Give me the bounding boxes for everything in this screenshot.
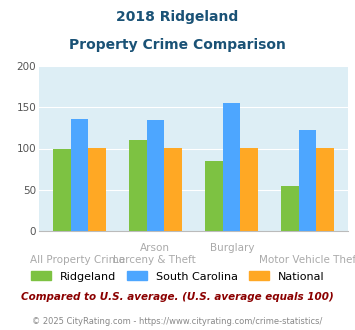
Text: Compared to U.S. average. (U.S. average equals 100): Compared to U.S. average. (U.S. average …	[21, 292, 334, 302]
Bar	[299, 129, 316, 231]
Text: Larceny & Theft: Larceny & Theft	[114, 255, 196, 265]
Bar	[164, 148, 182, 231]
Text: Motor Vehicle Theft: Motor Vehicle Theft	[259, 255, 355, 265]
Text: Arson: Arson	[140, 243, 170, 252]
Text: © 2025 CityRating.com - https://www.cityrating.com/crime-statistics/: © 2025 CityRating.com - https://www.city…	[32, 317, 323, 326]
Bar	[282, 185, 299, 231]
Bar	[71, 119, 88, 231]
Bar	[205, 161, 223, 231]
Bar	[88, 148, 105, 231]
Bar	[316, 148, 334, 231]
Bar	[147, 120, 164, 231]
Bar	[223, 103, 240, 231]
Text: All Property Crime: All Property Crime	[30, 255, 125, 265]
Bar	[53, 148, 71, 231]
Text: 2018 Ridgeland: 2018 Ridgeland	[116, 10, 239, 24]
Bar	[240, 148, 258, 231]
Legend: Ridgeland, South Carolina, National: Ridgeland, South Carolina, National	[31, 271, 324, 281]
Text: Property Crime Comparison: Property Crime Comparison	[69, 38, 286, 52]
Bar	[129, 140, 147, 231]
Text: Burglary: Burglary	[210, 243, 254, 252]
